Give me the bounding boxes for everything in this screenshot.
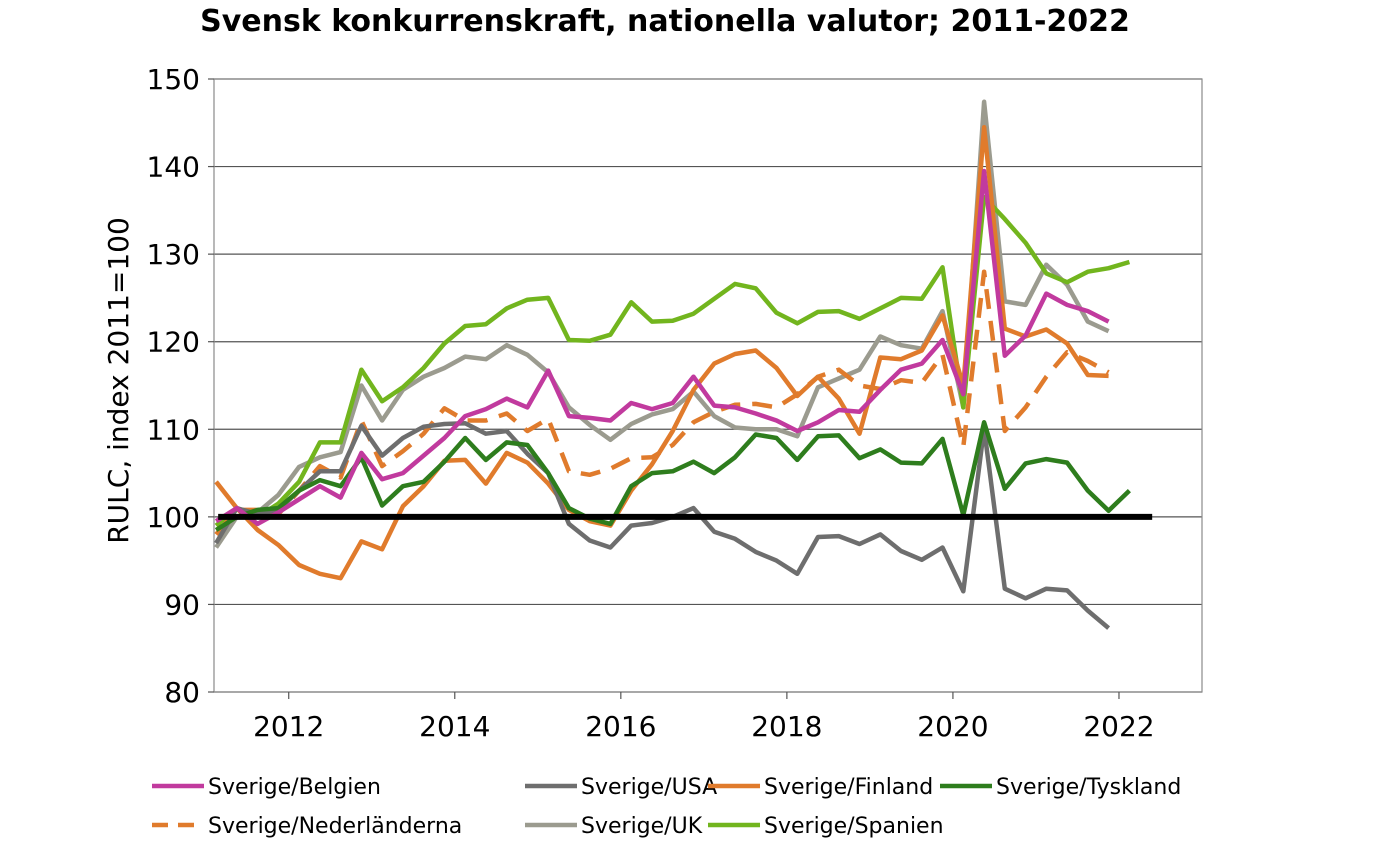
x-tick-label: 2016 xyxy=(585,710,656,743)
series-line-finland xyxy=(214,124,1109,581)
x-tick-label: 2014 xyxy=(419,710,490,743)
legend-label: Sverige/USA xyxy=(581,775,717,800)
series-line-tyskland xyxy=(214,420,1131,532)
chart-title: Svensk konkurrenskraft, nationella valut… xyxy=(200,4,1130,39)
legend-item-usa: Sverige/USA xyxy=(525,775,717,800)
legend-item-nederländerna: Sverige/Nederländerna xyxy=(152,814,462,839)
y-tick-label: 80 xyxy=(164,676,200,709)
legend-item-tyskland: Sverige/Tyskland xyxy=(940,775,1181,800)
x-tick-label: 2012 xyxy=(253,710,324,743)
x-axis: 2012 2014 2016 2018 2020 2022 xyxy=(253,692,1155,743)
series-line-belgien xyxy=(214,168,1110,527)
y-tick-label: 100 xyxy=(147,501,200,534)
y-tick-label: 150 xyxy=(147,63,200,96)
legend-label: Sverige/Spanien xyxy=(764,814,944,839)
legend-label: Sverige/UK xyxy=(581,814,703,839)
legend-item-spanien: Sverige/Spanien xyxy=(708,814,944,839)
y-axis-title: RULC, index 2011=100 xyxy=(102,217,135,544)
legend: Sverige/Belgien Sverige/USA Sverige/Finlan… xyxy=(152,775,1181,839)
y-tick-label: 90 xyxy=(164,588,200,621)
series-lines xyxy=(214,99,1131,630)
x-tick-label: 2022 xyxy=(1083,710,1154,743)
x-tick-label: 2020 xyxy=(917,710,988,743)
legend-label: Sverige/Belgien xyxy=(208,775,381,800)
legend-item-belgien: Sverige/Belgien xyxy=(152,775,381,800)
legend-label: Sverige/Nederländerna xyxy=(208,814,462,839)
legend-label: Sverige/Finland xyxy=(764,775,933,800)
series-line-usa xyxy=(214,420,1111,630)
plot-frame xyxy=(213,78,1203,693)
legend-item-finland: Sverige/Finland xyxy=(708,775,933,800)
y-tick-label: 120 xyxy=(147,326,200,359)
x-tick-label: 2018 xyxy=(751,710,822,743)
legend-label: Sverige/Tyskland xyxy=(996,775,1181,800)
legend-item-uk: Sverige/UK xyxy=(525,814,703,839)
y-tick-label: 110 xyxy=(147,413,200,446)
y-tick-label: 130 xyxy=(147,238,200,271)
y-axis: 80 90 100 110 120 130 140 150 xyxy=(147,63,214,709)
y-tick-label: 140 xyxy=(147,151,200,184)
